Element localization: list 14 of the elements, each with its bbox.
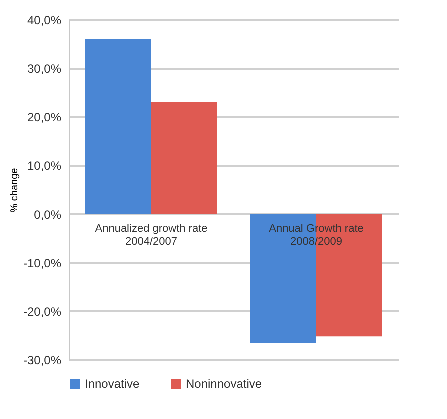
y-tick-label: 40,0% <box>27 14 62 28</box>
y-tick-label: -30,0% <box>23 354 62 368</box>
legend-label: Noninnovative <box>186 377 262 391</box>
x-tick-label: Annualized growth rate 2004/2007 <box>95 222 208 248</box>
y-tick-label: 20,0% <box>27 110 62 125</box>
y-axis-title: % change <box>9 168 20 213</box>
y-tick-label: -10,0% <box>23 256 62 270</box>
bar <box>152 102 218 214</box>
legend-label: Innovative <box>85 377 140 391</box>
y-tick-label: 10,0% <box>27 159 62 174</box>
bar <box>86 38 152 214</box>
y-tick-label: 30,0% <box>27 62 62 76</box>
y-tick-label: 0,0% <box>34 208 62 222</box>
y-tick-label: -20,0% <box>23 304 62 319</box>
